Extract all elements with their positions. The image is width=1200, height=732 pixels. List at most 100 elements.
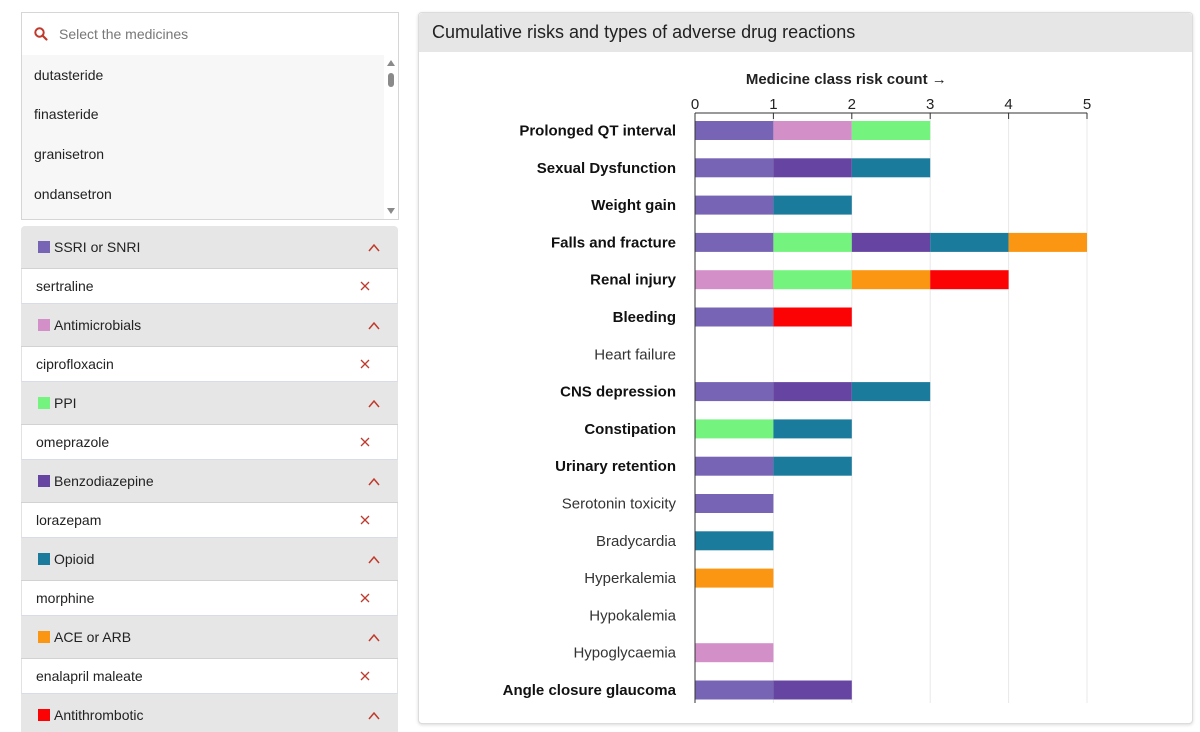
bar-segment (773, 456, 852, 476)
chevron-up-icon[interactable] (368, 711, 380, 720)
bar-segment (851, 232, 931, 252)
class-color-swatch (38, 553, 50, 565)
bar-segment (695, 568, 774, 588)
x-tick-label: 1 (769, 96, 777, 113)
class-name: Antimicrobials (54, 317, 142, 333)
class-color-swatch (38, 319, 50, 331)
class-header-ssri-snri[interactable]: SSRI or SNRI (21, 226, 398, 269)
category-label: Hyperkalemia (584, 570, 676, 587)
class-name: SSRI or SNRI (54, 239, 141, 255)
medicine-option[interactable]: granisetron (34, 145, 105, 162)
bar-segment (851, 158, 931, 178)
class-color-swatch (38, 241, 50, 253)
chevron-up-icon[interactable] (368, 243, 380, 252)
category-label: Renal injury (590, 272, 677, 289)
bar-segment (695, 307, 774, 327)
remove-icon[interactable] (360, 437, 370, 447)
category-label: Constipation (584, 421, 676, 438)
scroll-down-arrow-icon[interactable] (387, 208, 395, 214)
selected-medicine-name: enalapril maleate (36, 668, 143, 684)
bar-segment (851, 382, 931, 402)
chevron-up-icon[interactable] (368, 477, 380, 486)
chart-card-header: Cumulative risks and types of adverse dr… (419, 13, 1192, 52)
medicine-search-box: dutasteride finasteride granisetron onda… (21, 12, 399, 220)
bar-segment (773, 121, 852, 140)
class-color-swatch (38, 397, 50, 409)
scroll-up-arrow-icon[interactable] (387, 60, 395, 66)
remove-icon[interactable] (360, 515, 370, 525)
class-color-swatch (38, 709, 50, 721)
scrollbar-thumb[interactable] (388, 73, 394, 87)
selected-medicine-name: sertraline (36, 278, 94, 294)
selected-medicine: omeprazole (21, 425, 398, 460)
class-name: ACE or ARB (54, 629, 132, 645)
remove-icon[interactable] (360, 359, 370, 369)
class-header-ppi[interactable]: PPI (21, 382, 398, 425)
selected-medicine-name: ciprofloxacin (36, 356, 114, 372)
remove-icon[interactable] (360, 671, 370, 681)
chart-card-title: Cumulative risks and types of adverse dr… (432, 22, 856, 42)
class-header-antimicrobials[interactable]: Antimicrobials (21, 304, 398, 347)
bar-segment (695, 419, 774, 439)
chevron-up-icon[interactable] (368, 321, 380, 330)
selected-medicine: ciprofloxacin (21, 347, 398, 382)
class-group-ssri-snri: SSRI or SNRI sertraline (21, 226, 398, 304)
class-group-ace-arb: ACE or ARB enalapril maleate (21, 616, 398, 694)
bar-segment (695, 456, 774, 476)
class-name: Antithrombotic (54, 707, 144, 723)
medicine-option[interactable]: ondansetron (34, 185, 112, 202)
class-header-antithrombotic[interactable]: Antithrombotic (21, 694, 398, 732)
search-icon (34, 27, 48, 41)
category-label: Heart failure (594, 346, 676, 363)
class-name: Opioid (54, 551, 95, 567)
bar-segment (695, 494, 774, 513)
bar-segment (773, 232, 852, 252)
search-row[interactable] (22, 13, 398, 55)
class-color-swatch (38, 475, 50, 487)
medicine-list-scrollbar[interactable] (384, 55, 398, 219)
search-input[interactable] (59, 26, 359, 42)
category-label: Bradycardia (596, 533, 677, 550)
bar-segment (773, 270, 852, 290)
x-tick-label: 3 (926, 96, 934, 113)
bar-segment (695, 643, 774, 663)
class-header-benzodiazepine[interactable]: Benzodiazepine (21, 460, 398, 503)
x-axis-title: Medicine class risk count → (746, 71, 947, 88)
category-label: Falls and fracture (551, 234, 676, 251)
medicine-option[interactable]: dutasteride (34, 66, 104, 83)
category-label: Hypoglycaemia (573, 645, 676, 662)
bar-segment (773, 419, 852, 439)
remove-icon[interactable] (360, 281, 370, 291)
bar-segment (773, 382, 852, 402)
chevron-up-icon[interactable] (368, 399, 380, 408)
x-tick-label: 5 (1083, 96, 1091, 113)
bar-segment (773, 307, 852, 327)
bar-segment (695, 121, 774, 140)
x-tick-label: 4 (1004, 96, 1012, 113)
category-label: Serotonin toxicity (562, 496, 677, 513)
class-group-antimicrobials: Antimicrobials ciprofloxacin (21, 304, 398, 382)
class-group-opioid: Opioid morphine (21, 538, 398, 616)
selected-medicine: lorazepam (21, 503, 398, 538)
class-header-ace-arb[interactable]: ACE or ARB (21, 616, 398, 659)
bar-segment (773, 158, 852, 178)
category-label: Urinary retention (555, 458, 676, 475)
remove-icon[interactable] (360, 593, 370, 603)
bar-segment (695, 382, 774, 402)
class-group-antithrombotic: Antithrombotic (21, 694, 398, 732)
selected-medicine: morphine (21, 581, 398, 616)
bar-segment (1008, 232, 1087, 252)
bar-segment (695, 195, 774, 215)
selected-medicine-name: lorazepam (36, 512, 102, 528)
chevron-up-icon[interactable] (368, 633, 380, 642)
medicine-option[interactable]: finasteride (34, 106, 99, 123)
bar-segment (851, 270, 931, 290)
adverse-reactions-chart: Medicine class risk count → 0 1 2 3 4 5 Prolong… (503, 71, 1091, 703)
bar-segment (773, 680, 852, 700)
class-color-swatch (38, 631, 50, 643)
bar-segment (930, 270, 1009, 290)
category-label: Hypokalemia (589, 607, 676, 624)
class-header-opioid[interactable]: Opioid (21, 538, 398, 581)
chevron-up-icon[interactable] (368, 555, 380, 564)
bar-segment (695, 270, 774, 290)
